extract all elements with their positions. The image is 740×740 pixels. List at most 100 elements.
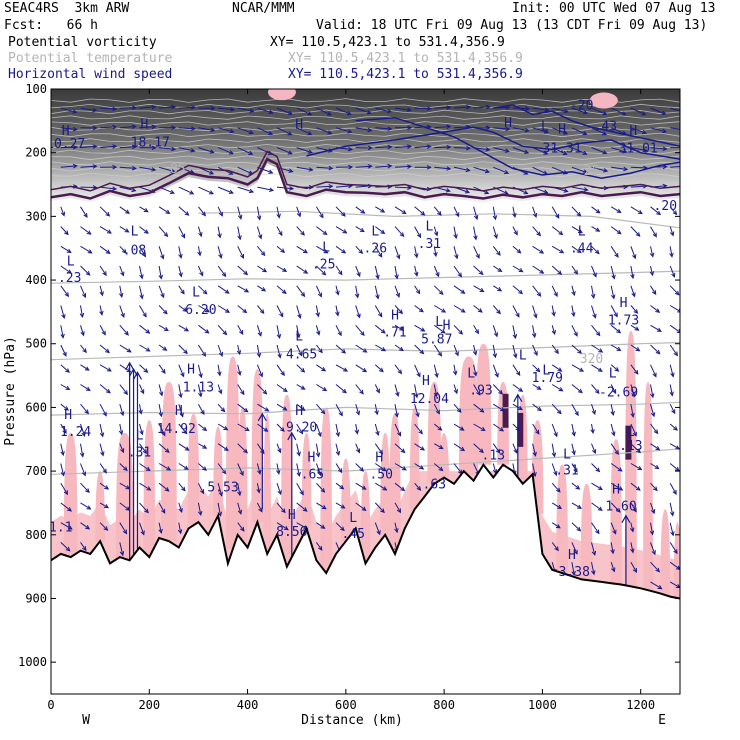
wind-vector-shaft — [237, 443, 248, 454]
wind-vector-shaft — [610, 246, 619, 258]
wind-vector — [276, 245, 286, 254]
pv-extremum-label: L — [295, 330, 303, 345]
wind-vector-head — [597, 485, 603, 490]
wind-vector-head — [438, 290, 444, 295]
wind-vector-shaft — [198, 206, 206, 216]
wind-vector — [197, 344, 206, 357]
y-axis-label: Pressure (hPa) — [3, 336, 18, 446]
wind-vector — [355, 107, 372, 115]
wind-vector-head — [131, 105, 137, 111]
wind-vector-shaft — [80, 522, 90, 530]
wind-vector-shaft — [650, 285, 657, 295]
wind-vector-shaft — [158, 246, 164, 259]
wind-vector — [433, 226, 439, 237]
wind-vector-shaft — [532, 285, 541, 297]
wind-vector-shaft — [355, 404, 360, 415]
wind-vector-shaft — [453, 106, 470, 109]
wind-vector-shaft — [256, 502, 263, 512]
wind-vector-head — [236, 350, 242, 356]
wind-vector — [276, 403, 288, 411]
wind-vector-head — [435, 409, 440, 415]
wind-vector-shaft — [198, 423, 207, 431]
wind-vector-head — [594, 249, 600, 255]
wind-vector-head — [367, 164, 373, 169]
wind-vector-head — [611, 274, 616, 280]
wind-vector-shaft — [374, 384, 380, 393]
wind-vector — [99, 245, 111, 254]
wind-vector — [374, 423, 380, 436]
wind-vector-shaft — [551, 325, 556, 335]
wind-vector-head — [282, 267, 288, 272]
wind-vector — [630, 226, 641, 237]
wind-vector — [650, 285, 657, 296]
pv-extremum-label: H — [629, 124, 637, 139]
wind-vector — [473, 265, 484, 276]
wind-vector-shaft — [178, 166, 194, 174]
wind-vector-shaft — [591, 384, 600, 394]
wind-vector-shaft — [139, 404, 142, 414]
wind-vector-shaft — [296, 463, 300, 477]
wind-vector-head — [209, 170, 215, 175]
wind-vector-head — [102, 411, 107, 417]
wind-vector-head — [446, 124, 452, 130]
wind-vector-shaft — [237, 364, 241, 376]
wind-vector — [453, 384, 458, 395]
wind-vector — [198, 305, 210, 313]
wind-vector-head — [170, 168, 176, 173]
wind-vector — [493, 147, 510, 153]
wind-vector — [80, 482, 90, 493]
wind-vector-head — [651, 550, 656, 556]
wind-vector-head — [61, 313, 66, 320]
wind-vector-head — [433, 231, 439, 237]
wind-vector-shaft — [60, 285, 69, 297]
wind-vector-shaft — [355, 165, 372, 168]
wind-vector-shaft — [532, 443, 536, 456]
wind-vector-head — [414, 253, 419, 259]
wind-vector — [119, 305, 125, 319]
wind-vector — [256, 226, 263, 240]
wind-vector-shaft — [100, 145, 117, 149]
wind-vector-head — [563, 130, 569, 135]
wind-vector — [551, 482, 561, 493]
wind-vector-head — [64, 230, 69, 236]
wind-vector — [139, 482, 152, 491]
theta-contour-label: 25 — [584, 164, 600, 179]
wind-vector-shaft — [276, 364, 285, 376]
wind-vector-head — [101, 330, 106, 336]
wind-vector-head — [535, 367, 541, 373]
wind-vector — [316, 127, 333, 135]
wind-vector — [532, 265, 545, 274]
wind-vector — [237, 483, 242, 497]
wind-vector-shaft — [355, 245, 363, 254]
wind-vector-head — [675, 445, 680, 450]
wind-vector — [532, 285, 542, 297]
wind-vector-shaft — [99, 245, 111, 254]
wind-vector-head — [652, 232, 657, 238]
wind-vector — [276, 147, 293, 155]
pv-extremum-label: 14.92 — [157, 422, 196, 437]
wind-vector — [335, 482, 345, 490]
theta-contour-label: 320 — [580, 352, 603, 367]
wind-vector-head — [437, 210, 442, 216]
wind-vector-head — [299, 490, 304, 496]
wind-vector-head — [92, 164, 98, 169]
wind-vector-head — [302, 507, 308, 512]
wind-vector-shaft — [453, 423, 464, 431]
wind-vector-head — [279, 312, 284, 318]
wind-vector-head — [248, 130, 254, 135]
wind-vector-shaft — [276, 127, 292, 136]
y-tick-label: 800 — [25, 528, 47, 542]
wind-vector-shaft — [492, 226, 498, 239]
wind-vector-shaft — [650, 344, 661, 355]
wind-vector — [257, 384, 268, 395]
wind-vector-head — [141, 252, 146, 258]
wind-vector-head — [592, 313, 597, 319]
wind-vector-shaft — [669, 463, 680, 472]
wind-vector — [552, 127, 569, 135]
wind-vector-shaft — [158, 344, 167, 351]
wind-vector-head — [477, 308, 483, 313]
pv-extremum-label: L — [322, 240, 330, 255]
wind-vector — [551, 206, 560, 219]
wind-vector-head — [102, 468, 107, 474]
wind-vector — [591, 502, 603, 511]
